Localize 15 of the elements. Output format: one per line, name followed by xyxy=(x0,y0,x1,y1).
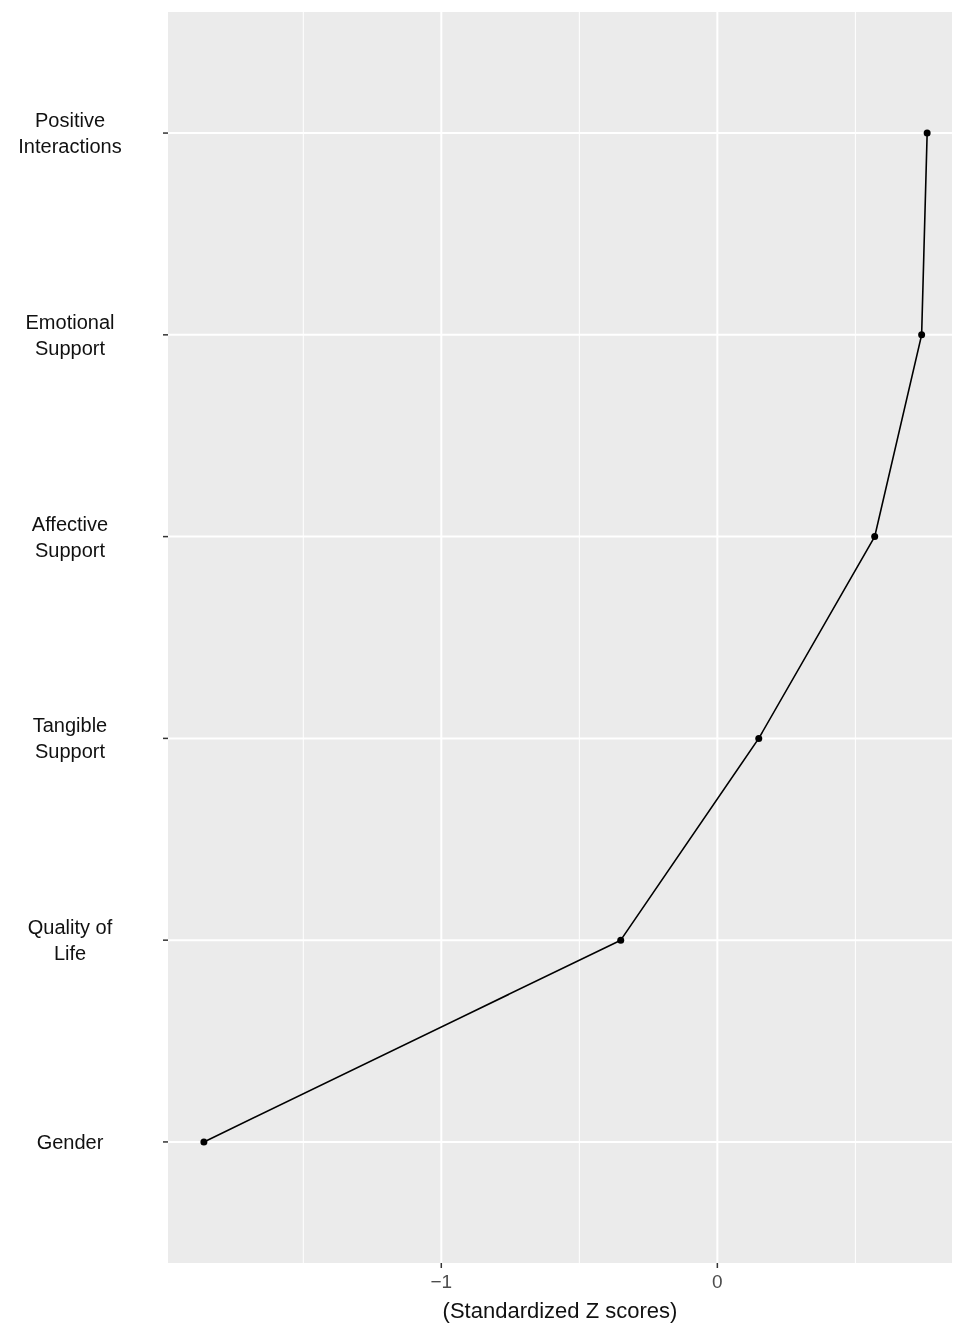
y-tick-label: Quality of Life xyxy=(27,916,113,965)
y-tick-label: Gender xyxy=(36,1130,104,1153)
point xyxy=(755,734,763,742)
point xyxy=(923,129,931,137)
point xyxy=(871,533,879,541)
x-tick-label: −1 xyxy=(430,1271,453,1292)
y-tick-label: Tangible Support xyxy=(32,714,108,763)
y-tick-label: Positive Interactions xyxy=(18,109,122,158)
y-tick-label: Emotional Support xyxy=(25,310,115,359)
y-tick-label: Affective Support xyxy=(31,512,109,561)
point xyxy=(918,331,926,339)
point xyxy=(617,936,625,944)
x-tick-label: 0 xyxy=(712,1271,723,1292)
x-axis-title: (Standardized Z scores) xyxy=(442,1298,678,1323)
point xyxy=(200,1138,208,1146)
